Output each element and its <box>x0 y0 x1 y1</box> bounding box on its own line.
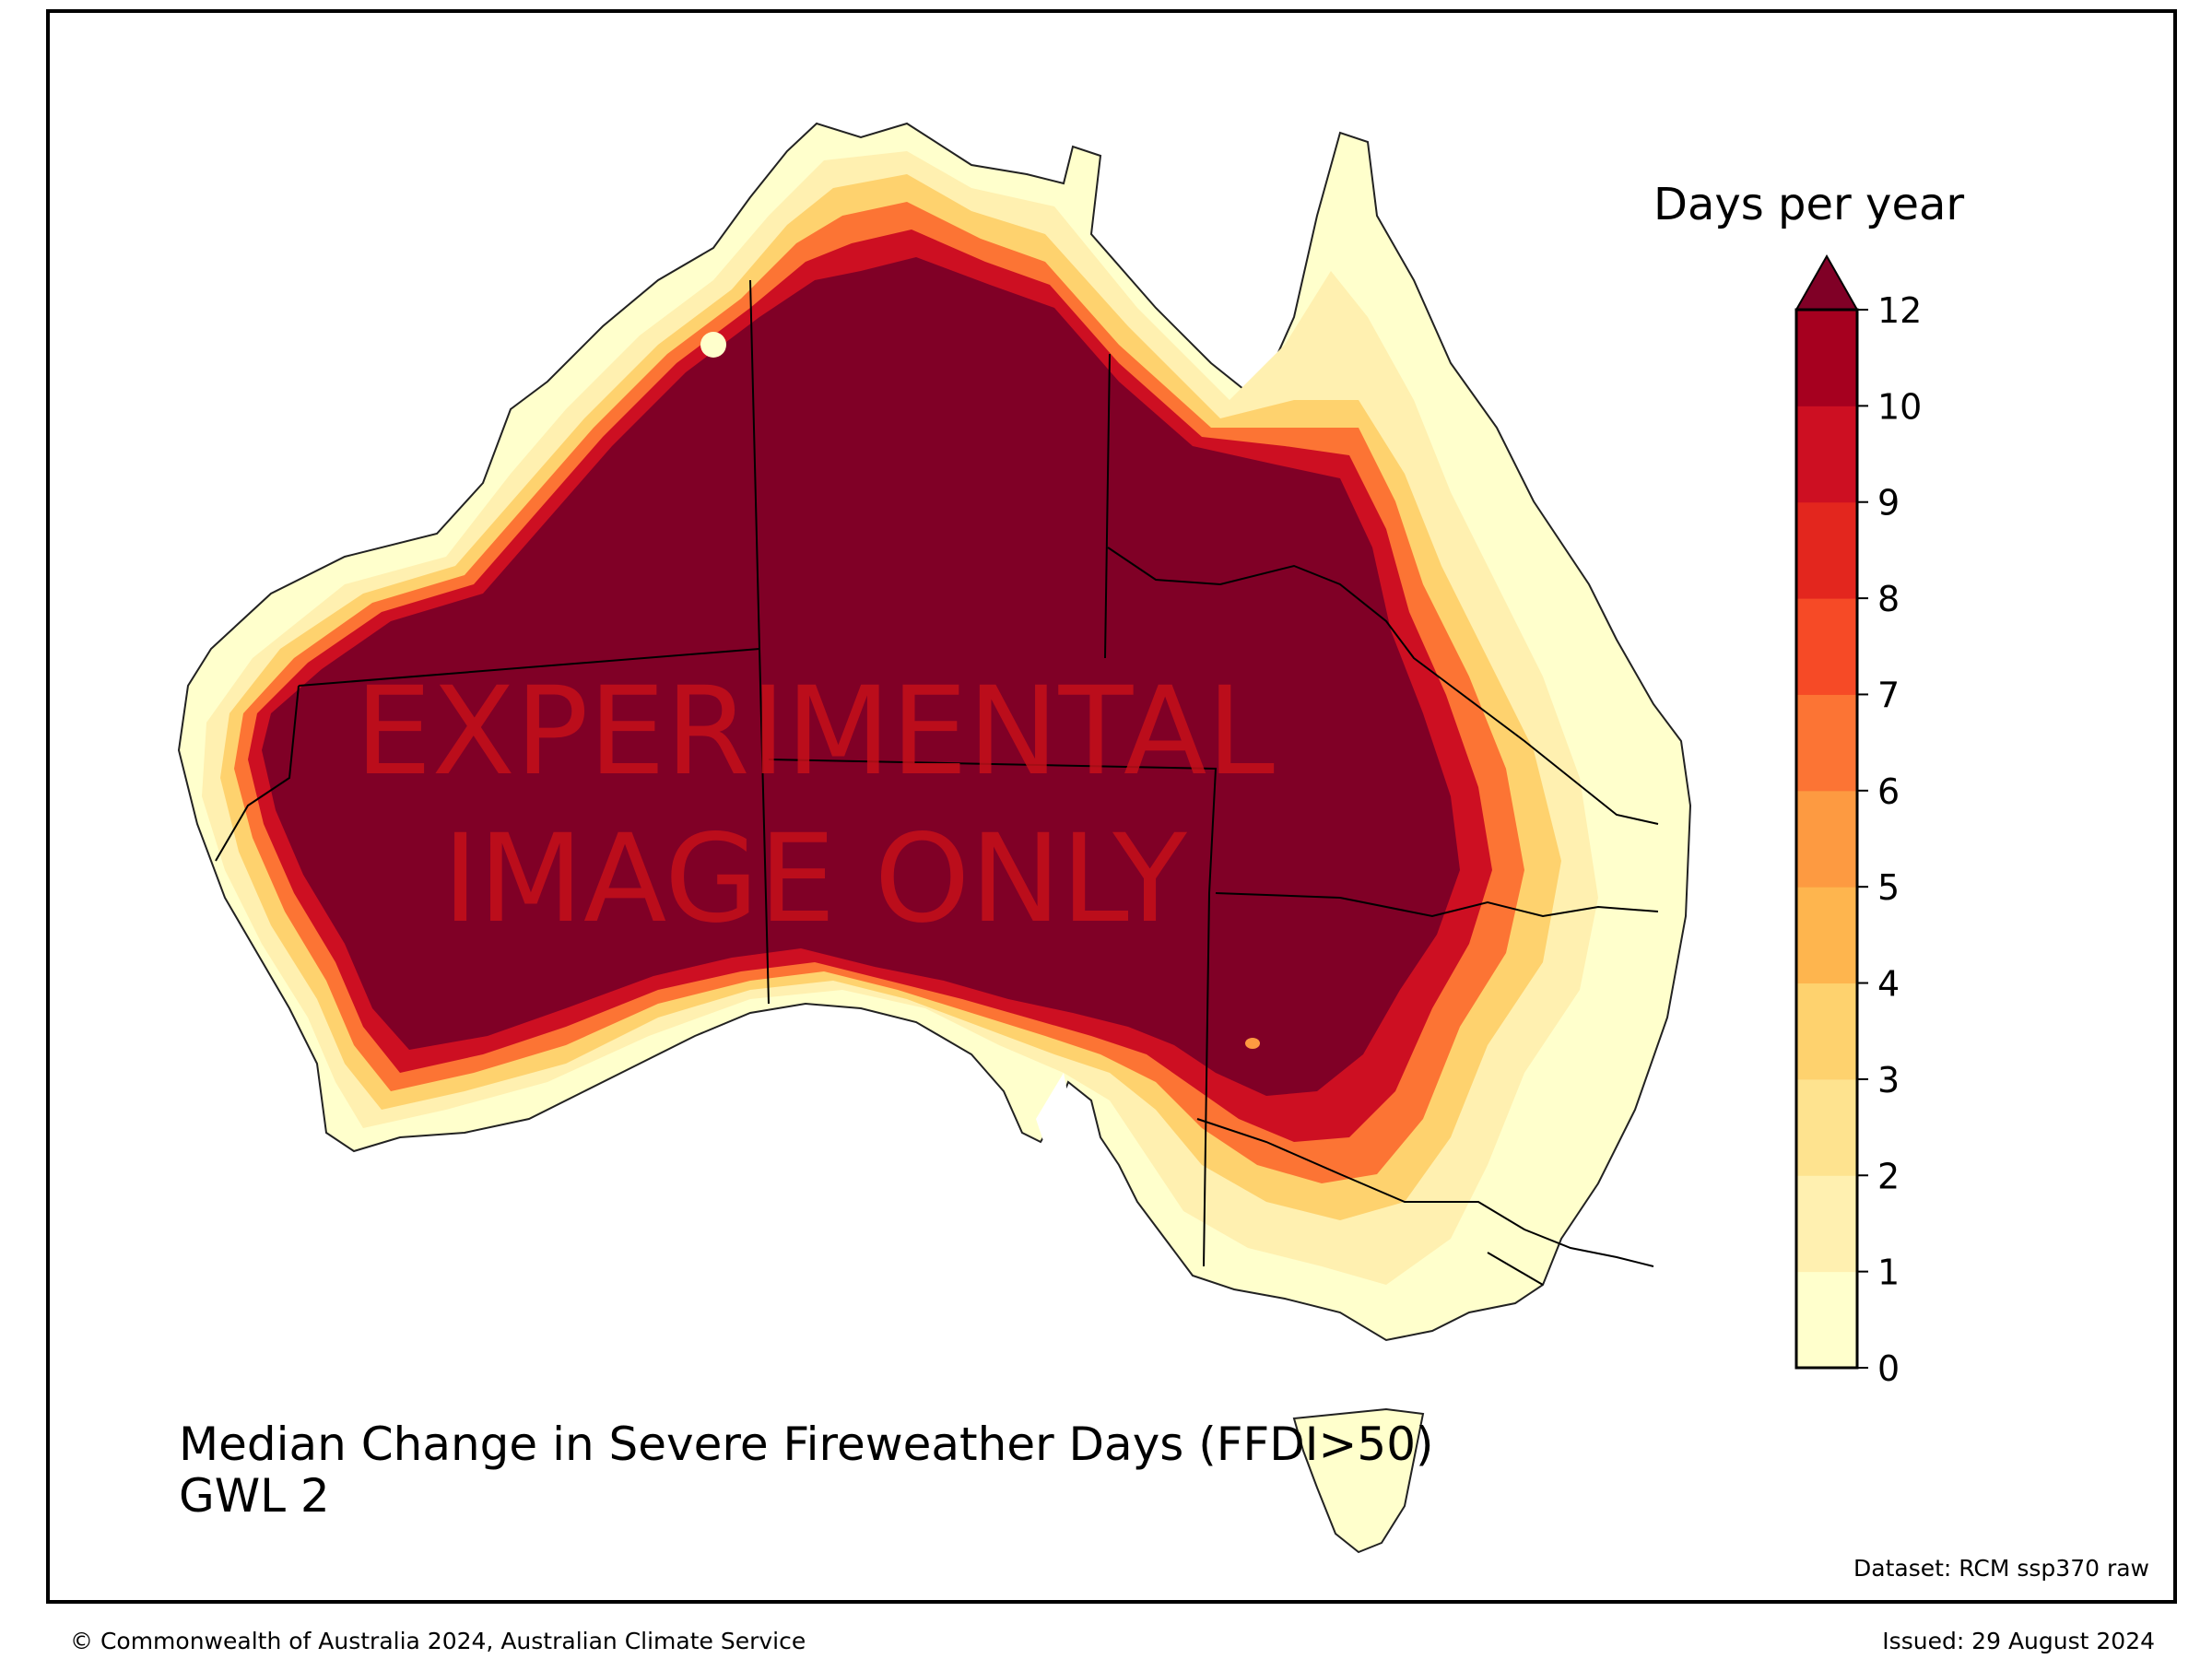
colorbar-tick-label: 6 <box>1877 771 1900 812</box>
dataset-label: Dataset: RCM ssp370 raw <box>1853 1555 2149 1582</box>
watermark-line-2: IMAGE ONLY <box>442 808 1187 950</box>
colorbar-segment <box>1796 406 1857 503</box>
issued-date: Issued: 29 August 2024 <box>1882 1628 2155 1654</box>
colorbar-segment <box>1796 310 1857 406</box>
hotspot-north <box>700 332 726 358</box>
colorbar-tick-label: 3 <box>1877 1060 1900 1100</box>
map-title: Median Change in Severe Fireweather Days… <box>179 1418 1434 1522</box>
colorbar-segment <box>1796 1271 1857 1369</box>
colorbar-tick-label: 7 <box>1877 675 1900 715</box>
colorbar-title: Days per year <box>1653 179 1965 230</box>
colorbar-tick-label: 1 <box>1877 1253 1900 1293</box>
tasmania <box>1292 1407 1425 1554</box>
watermark: EXPERIMENTAL IMAGE ONLY <box>308 658 1322 953</box>
state-borders <box>215 279 1659 1286</box>
colorbar-segment <box>1796 982 1857 1080</box>
colorbar-tick-label: 12 <box>1877 290 1922 331</box>
map-title-line-2: GWL 2 <box>179 1469 330 1523</box>
colorbar-segment <box>1796 598 1857 695</box>
band-over-12 <box>262 257 1460 1096</box>
colorbar-segment <box>1796 1078 1857 1176</box>
colorbar-tick-label: 4 <box>1877 964 1900 1005</box>
colorbar-segment <box>1796 1175 1857 1273</box>
colorbar-extend-arrow <box>1794 253 1859 311</box>
watermark-line-1: EXPERIMENTAL <box>355 661 1275 803</box>
colorbar-tick-label: 9 <box>1877 483 1900 524</box>
map-title-line-1: Median Change in Severe Fireweather Days… <box>179 1418 1434 1471</box>
hotspot-south <box>1245 1038 1260 1049</box>
colorbar-tick-label: 2 <box>1877 1156 1900 1196</box>
colorbar-segment <box>1796 501 1857 599</box>
colorbar-tick-label: 5 <box>1877 867 1900 908</box>
colorbar-segment <box>1796 790 1857 888</box>
colorbar-segment <box>1796 887 1857 984</box>
copyright-text: © Commonwealth of Australia 2024, Austra… <box>70 1628 806 1654</box>
colorbar-tick-label: 8 <box>1877 579 1900 619</box>
gulf <box>1036 1073 1082 1174</box>
map-frame: 0 1 2 3 4 5 6 7 8 9 10 12 Days per year EXPERIMENTA… <box>46 9 2177 1604</box>
colorbar-tick-label: 10 <box>1877 386 1922 427</box>
colorbar-tick-label: 0 <box>1877 1348 1900 1389</box>
colorbar-frame <box>1794 308 1859 1370</box>
colorbar-segment <box>1796 694 1857 792</box>
